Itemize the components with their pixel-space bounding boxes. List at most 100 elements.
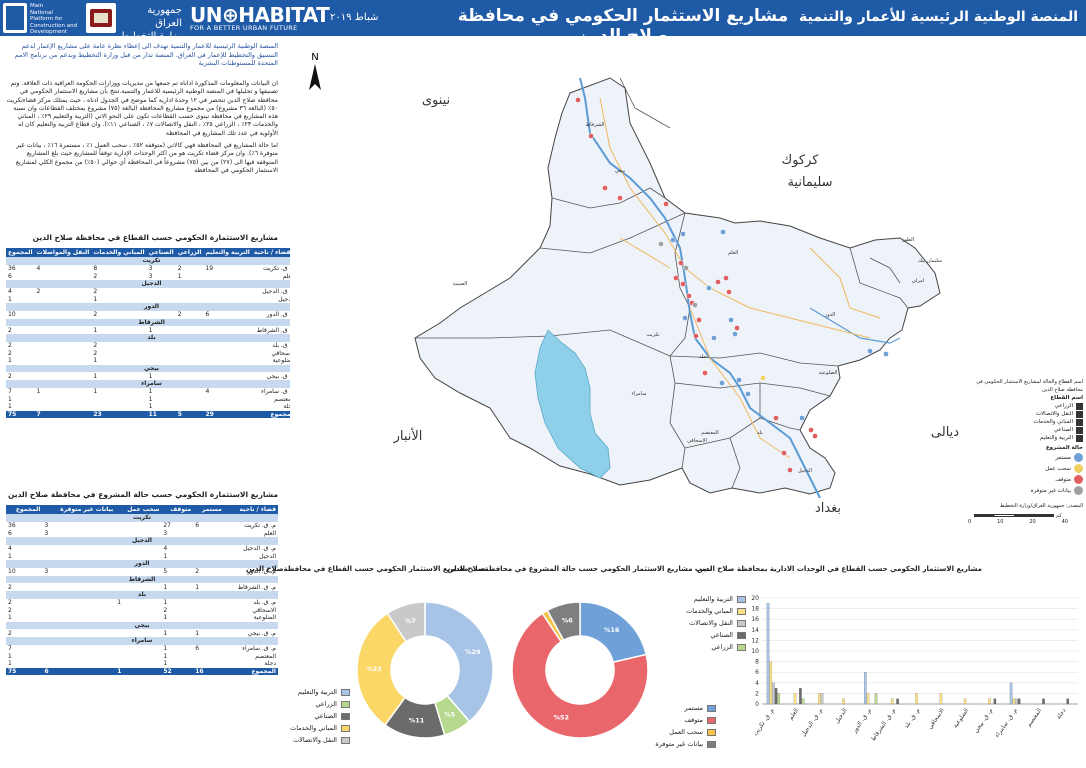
y-tick-label: 12 xyxy=(751,637,759,644)
legend-item: بيانات غير متوفرة xyxy=(648,738,716,750)
column-header: التربية والتعليم xyxy=(203,248,252,257)
group-row: تكريت xyxy=(6,514,278,522)
project-marker xyxy=(696,317,702,323)
bar xyxy=(874,693,878,705)
table-row: الاسحاقي 2 2 xyxy=(8,349,296,357)
sector-donut-title: نسب مشاريع الاستثمار الحكومي حسب القطاع … xyxy=(245,565,488,573)
legend-item: المباني والخدمات xyxy=(290,722,350,734)
donut-slice xyxy=(511,612,649,739)
group-row: بيجي xyxy=(6,364,298,373)
legend-swatch xyxy=(737,631,746,639)
group-row: تكريت xyxy=(6,257,298,265)
road-network xyxy=(599,97,881,459)
map-legend-status-item: متوقف xyxy=(968,474,1083,485)
table-row: المعتصم 1 1 xyxy=(8,652,276,660)
project-marker xyxy=(799,415,805,421)
group-row: الدجيل xyxy=(6,280,298,288)
bar xyxy=(777,693,781,705)
map-legend-status-item: مستمر xyxy=(968,452,1083,463)
district-label: الضلوعية xyxy=(819,370,838,376)
donut-label: %6 xyxy=(562,617,574,625)
legend-swatch xyxy=(737,619,746,627)
group-row: بلد xyxy=(6,333,298,342)
table-row: دجلة 1 1 xyxy=(8,403,296,411)
column-header: قضاء / ناحية xyxy=(223,505,278,514)
map-legend-sector-item: المباني والخدمات xyxy=(968,418,1083,426)
bar xyxy=(890,698,894,705)
legend-swatch xyxy=(707,716,716,724)
column-header: المجموع xyxy=(6,505,43,514)
project-marker xyxy=(706,285,712,291)
group-row: الدجيل xyxy=(6,537,278,545)
x-tick-label: دجلة xyxy=(1055,707,1068,721)
project-marker xyxy=(736,377,742,383)
project-marker xyxy=(692,302,698,308)
district-label: الاسحاقي xyxy=(687,438,707,444)
bar xyxy=(818,693,821,705)
group-row: الشرقاط xyxy=(6,318,298,327)
legend-item: الصناعي xyxy=(680,629,746,641)
x-tick-label: م. ق. تكريت xyxy=(752,707,776,737)
unhabitat-tagline: FOR A BETTER URBAN FUTURE xyxy=(190,24,298,32)
project-marker xyxy=(686,293,692,299)
bar xyxy=(820,693,824,705)
project-marker xyxy=(693,333,699,339)
bar xyxy=(842,698,845,705)
report-date: شباط ٢٠١٩ xyxy=(330,12,379,23)
group-row: الدور xyxy=(6,303,298,311)
project-marker xyxy=(734,325,740,331)
table-row: م. ق. الدور 6 2 2 10 xyxy=(8,311,296,319)
district-label: الدور xyxy=(824,312,835,318)
project-marker xyxy=(732,331,738,337)
table-row: العلم 3 3 6 xyxy=(8,529,276,537)
project-marker xyxy=(575,97,581,103)
bar xyxy=(993,698,997,705)
donut-label: %7 xyxy=(405,617,416,625)
district-label: دجلة xyxy=(699,354,709,360)
district-label: تكريت xyxy=(646,332,660,338)
bar xyxy=(939,693,943,705)
sector-donut-chart: %29 %5 %11 %23 %7 xyxy=(356,601,494,739)
district-label: سليمان بيك xyxy=(918,258,942,264)
column-header: متوقف xyxy=(161,505,194,514)
map-legend-sector-item: النقل والاتصالات xyxy=(968,410,1083,418)
y-tick-label: 20 xyxy=(751,595,759,602)
table-row: المعتصم 1 1 xyxy=(8,395,296,403)
project-marker xyxy=(812,433,818,439)
bar xyxy=(801,698,805,705)
legend-swatch xyxy=(341,700,350,708)
neighbor-label: كركوك xyxy=(782,153,820,168)
project-marker xyxy=(867,348,873,354)
neighbor-label: بغداد xyxy=(815,501,841,516)
x-tick-label: م. ق. الدجيل xyxy=(800,707,825,738)
bar xyxy=(1009,682,1013,705)
project-marker xyxy=(715,279,721,285)
sector-icon xyxy=(1076,426,1083,434)
y-tick-label: 2 xyxy=(755,690,759,697)
body-paragraph: ان البيانات والمعلومات المذكورة اداناه ت… xyxy=(6,80,278,137)
district-label: سامراء xyxy=(632,391,647,397)
district-label: امرلي xyxy=(912,278,925,284)
project-marker xyxy=(711,335,717,341)
ministry-name: جمهورية العراق وزارة التخطيط xyxy=(120,5,182,42)
legend-item: سحب العمل xyxy=(648,726,716,738)
table-row: م. ق. بيجي 1 1 2 xyxy=(8,629,276,637)
x-tick-label: المعتصم xyxy=(1025,707,1043,728)
group-row: بلد xyxy=(6,590,278,599)
column-header: القضاء / ناحية xyxy=(251,248,298,257)
sector-icon xyxy=(1076,410,1083,418)
donut-label: %16 xyxy=(604,626,620,634)
project-marker xyxy=(678,260,684,266)
legend-swatch xyxy=(707,740,716,748)
map-legend-sector-heading: اسم القطاع xyxy=(1050,395,1083,401)
bar xyxy=(1066,698,1070,705)
table-row: م. ق. بيجي 1 1 2 xyxy=(8,372,296,380)
bar xyxy=(1017,698,1021,705)
donut-label: %5 xyxy=(444,711,456,719)
donut-slice xyxy=(424,601,494,723)
table-row: الضلوعية 1 1 xyxy=(8,357,296,365)
bar xyxy=(772,682,775,705)
map-scale-bar: 0 10 20 40 كم xyxy=(968,513,1068,525)
legend-swatch xyxy=(737,643,746,651)
